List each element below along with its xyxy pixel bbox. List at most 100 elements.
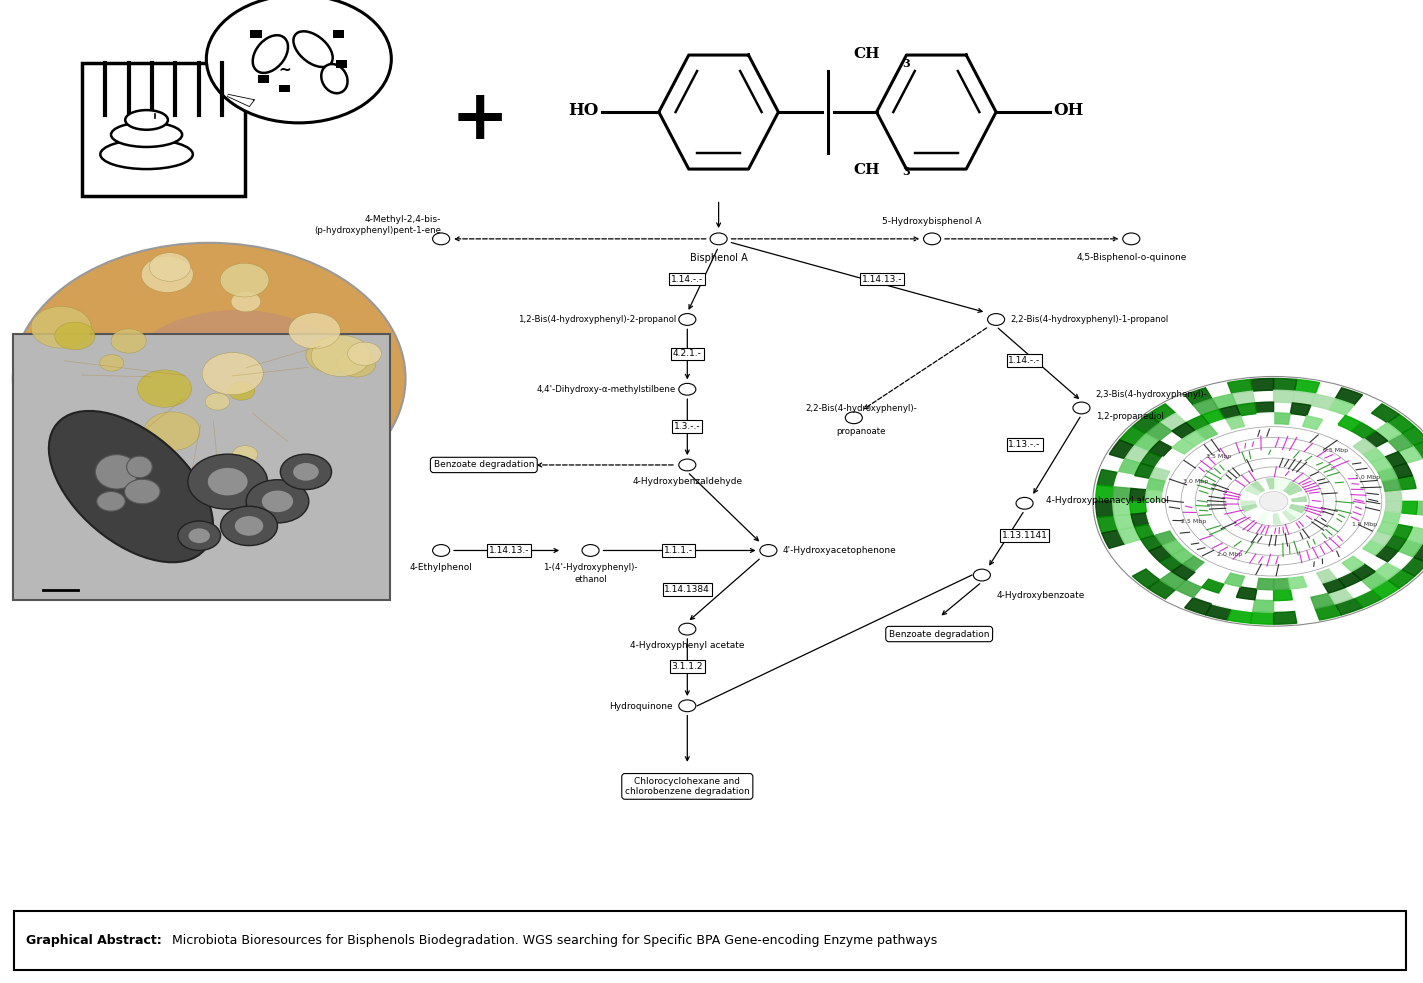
Text: 4,4'-Dihydroxy-α-methylstilbene: 4,4'-Dihydroxy-α-methylstilbene — [536, 384, 676, 394]
Text: HO: HO — [569, 101, 599, 119]
Polygon shape — [1212, 394, 1237, 410]
Polygon shape — [1150, 546, 1173, 561]
Polygon shape — [1205, 604, 1232, 620]
Polygon shape — [1195, 563, 1217, 578]
Polygon shape — [1370, 457, 1392, 472]
Polygon shape — [1251, 482, 1265, 492]
Text: 1.0 Mbp: 1.0 Mbp — [1355, 476, 1380, 481]
Text: 2,3-Bis(4-hydroxyphenyl)-: 2,3-Bis(4-hydroxyphenyl)- — [1096, 390, 1208, 399]
Polygon shape — [1387, 415, 1414, 434]
Polygon shape — [1322, 578, 1346, 593]
Polygon shape — [1342, 556, 1365, 571]
Ellipse shape — [100, 140, 194, 169]
Polygon shape — [1173, 564, 1195, 580]
FancyBboxPatch shape — [336, 60, 347, 68]
Ellipse shape — [111, 123, 182, 147]
Circle shape — [262, 491, 293, 512]
Polygon shape — [1286, 486, 1302, 495]
Polygon shape — [1148, 580, 1175, 599]
Text: 3.1.1.2: 3.1.1.2 — [672, 662, 703, 671]
Circle shape — [337, 351, 376, 377]
Polygon shape — [1195, 425, 1218, 439]
FancyBboxPatch shape — [279, 85, 290, 92]
Circle shape — [1073, 402, 1090, 414]
Text: 2,2-Bis(4-hydroxyphenyl)-1-propanol: 2,2-Bis(4-hydroxyphenyl)-1-propanol — [1010, 315, 1168, 324]
Polygon shape — [1375, 561, 1402, 580]
Ellipse shape — [97, 492, 125, 511]
Circle shape — [1016, 497, 1033, 509]
Text: 4-Hydroxybenzaldehyde: 4-Hydroxybenzaldehyde — [632, 477, 743, 487]
Text: 1.3.-.-: 1.3.-.- — [675, 422, 700, 432]
Ellipse shape — [125, 480, 159, 503]
FancyBboxPatch shape — [13, 334, 390, 600]
Polygon shape — [1274, 589, 1292, 601]
Polygon shape — [1353, 438, 1375, 454]
Circle shape — [1259, 492, 1288, 511]
Text: 4.2.1.-: 4.2.1.- — [673, 349, 702, 359]
Polygon shape — [1360, 571, 1387, 590]
Polygon shape — [1355, 590, 1382, 607]
Circle shape — [221, 263, 269, 297]
Polygon shape — [1251, 510, 1265, 521]
FancyBboxPatch shape — [250, 30, 262, 38]
Polygon shape — [1392, 463, 1413, 479]
Polygon shape — [1255, 402, 1274, 414]
Text: 4-Hydroxybenzoate: 4-Hydroxybenzoate — [996, 591, 1084, 600]
Polygon shape — [1173, 438, 1194, 454]
Polygon shape — [1292, 391, 1315, 405]
Polygon shape — [1387, 550, 1413, 569]
Polygon shape — [1251, 611, 1274, 624]
Polygon shape — [1288, 576, 1306, 589]
Circle shape — [246, 480, 309, 523]
Circle shape — [205, 393, 229, 410]
Text: ~: ~ — [279, 63, 290, 79]
Polygon shape — [1114, 514, 1134, 530]
Polygon shape — [1147, 511, 1165, 524]
Text: 2,2-Bis(4-hydroxyphenyl)-: 2,2-Bis(4-hydroxyphenyl)- — [805, 404, 916, 413]
Polygon shape — [1302, 416, 1322, 430]
Text: 1.14.13.-: 1.14.13.- — [490, 546, 529, 555]
Polygon shape — [1278, 480, 1289, 491]
Text: 1-(4'-Hydroxyphenyl)-: 1-(4'-Hydroxyphenyl)- — [544, 562, 638, 572]
Circle shape — [228, 381, 255, 400]
Text: 1.14.-.-: 1.14.-.- — [1009, 356, 1040, 366]
Polygon shape — [1352, 423, 1375, 438]
Polygon shape — [1258, 480, 1269, 491]
Text: 1.13.1141: 1.13.1141 — [1002, 531, 1047, 541]
Text: 4-Hydroxyphenacyl alcohol: 4-Hydroxyphenacyl alcohol — [1046, 495, 1168, 505]
Circle shape — [710, 233, 727, 245]
Polygon shape — [1385, 501, 1402, 513]
Polygon shape — [1375, 423, 1402, 441]
Circle shape — [280, 454, 332, 490]
Polygon shape — [1183, 556, 1205, 571]
Polygon shape — [1286, 508, 1302, 517]
Circle shape — [289, 313, 340, 349]
Polygon shape — [1257, 578, 1274, 590]
Polygon shape — [1225, 573, 1245, 587]
Circle shape — [679, 700, 696, 712]
Polygon shape — [1392, 524, 1413, 540]
Polygon shape — [1141, 452, 1163, 468]
Polygon shape — [1232, 391, 1255, 405]
Circle shape — [111, 329, 147, 353]
Polygon shape — [1413, 544, 1423, 562]
Text: 1.13.-.-: 1.13.-.- — [1009, 439, 1040, 449]
Text: 1.5 Mbp: 1.5 Mbp — [1352, 522, 1377, 527]
Polygon shape — [1292, 495, 1306, 501]
Polygon shape — [1274, 514, 1282, 524]
Circle shape — [433, 233, 450, 245]
Polygon shape — [1274, 413, 1291, 425]
Polygon shape — [1150, 521, 1170, 535]
Text: Benzoate degradation: Benzoate degradation — [889, 629, 989, 639]
Polygon shape — [1192, 399, 1218, 416]
Ellipse shape — [125, 110, 168, 130]
Polygon shape — [1329, 563, 1352, 578]
Polygon shape — [1113, 487, 1131, 501]
Text: 1.14.-.-: 1.14.-.- — [672, 274, 703, 284]
FancyBboxPatch shape — [258, 75, 269, 83]
Polygon shape — [1097, 470, 1118, 487]
Circle shape — [235, 516, 263, 536]
Polygon shape — [1316, 420, 1338, 434]
Polygon shape — [1130, 501, 1147, 514]
Polygon shape — [1118, 459, 1141, 476]
